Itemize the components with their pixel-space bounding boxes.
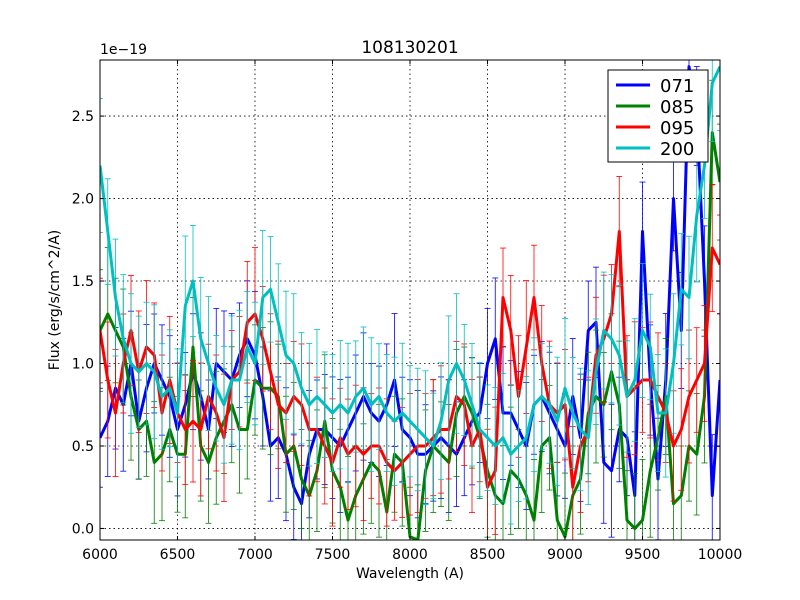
x-axis-label: Wavelength (A): [356, 566, 464, 582]
series-200: [100, 60, 720, 525]
axis-ticks: 6000 6500 7000 7500 8000 8500 9000 9500 10000 0.0…: [72, 60, 743, 563]
y-tick-label: 2.0: [72, 192, 94, 208]
y-tick-label: 2.5: [72, 109, 94, 125]
x-tick-label: 6000: [82, 547, 118, 563]
x-tick-label: 9500: [625, 547, 661, 563]
legend-label-085: 085: [660, 97, 694, 118]
x-tick-label: 10000: [698, 547, 743, 563]
chart-title: 108130201: [361, 38, 458, 58]
y-tick-label: 0.5: [72, 439, 94, 455]
legend-label-095: 095: [660, 118, 694, 139]
y-offset-label: 1e−19: [100, 42, 147, 58]
y-tick-label: 1.5: [72, 274, 94, 290]
x-tick-label: 7000: [237, 547, 273, 563]
legend-label-200: 200: [660, 139, 694, 160]
series-layer: [100, 60, 720, 540]
x-tick-label: 6500: [160, 547, 196, 563]
legend-label-071: 071: [660, 76, 694, 97]
y-tick-label: 0.0: [72, 521, 94, 537]
y-tick-label: 1.0: [72, 357, 94, 373]
x-tick-label: 7500: [315, 547, 351, 563]
series-line-200: [100, 65, 720, 456]
x-tick-label: 9000: [547, 547, 583, 563]
x-tick-label: 8000: [392, 547, 428, 563]
y-axis-label: Flux (erg/s/cm^2/A): [47, 230, 63, 370]
x-tick-label: 8500: [470, 547, 506, 563]
